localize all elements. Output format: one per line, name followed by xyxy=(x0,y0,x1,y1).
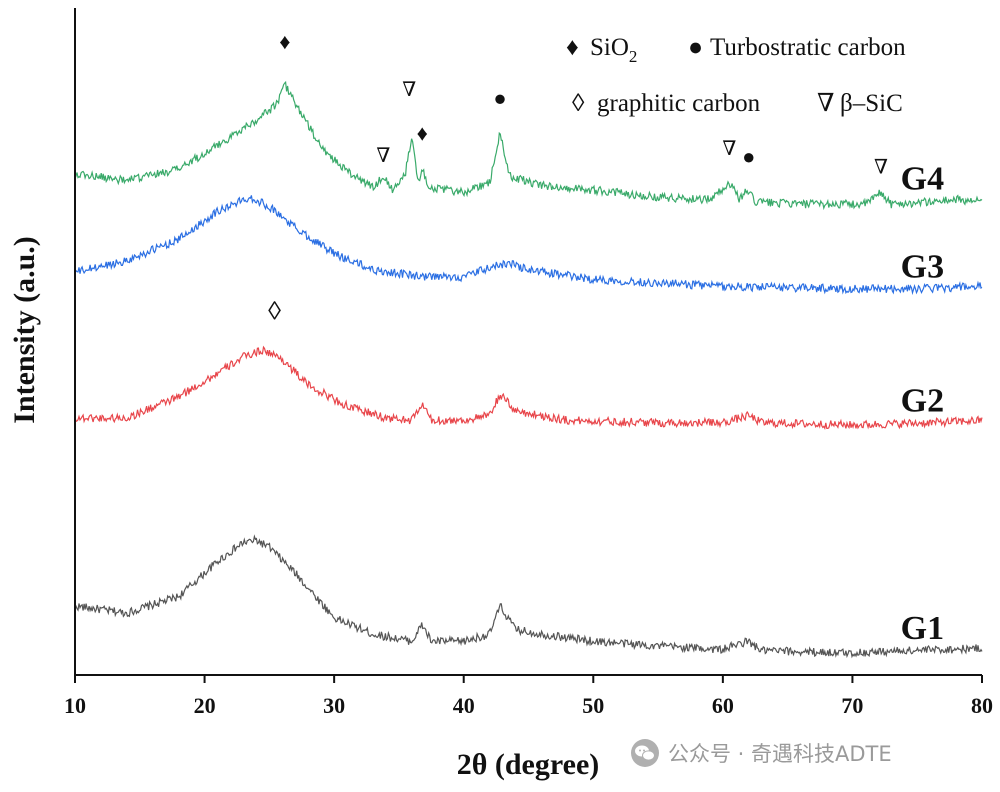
legend: ♦ SiO2 ● Turbostratic carbon ◊ graphitic… xyxy=(566,34,906,117)
x-ticks: 10 20 30 40 50 60 70 80 xyxy=(64,675,993,718)
x-tick-label-20: 20 xyxy=(194,693,216,718)
series-label-g4: G4 xyxy=(901,160,944,197)
legend-marker-sio2: ♦ xyxy=(566,34,579,61)
series-labels: G1 G2 G3 G4 xyxy=(901,160,944,647)
series-label-g2: G2 xyxy=(901,383,944,420)
legend-text-turbostratic: Turbostratic carbon xyxy=(710,34,906,61)
x-tick-label-50: 50 xyxy=(582,693,604,718)
x-tick-label-30: 30 xyxy=(323,693,345,718)
series-label-g3: G3 xyxy=(901,248,944,285)
x-axis-title: 2θ (degree) xyxy=(457,748,600,781)
legend-text-sio2: SiO2 xyxy=(590,34,637,66)
peak-marker-2: ∇ xyxy=(402,79,416,101)
legend-marker-graphitic: ◊ xyxy=(572,90,585,117)
legend-marker-turbostratic: ● xyxy=(688,34,703,61)
legend-text-sic: β–SiC xyxy=(840,90,903,117)
series-label-g1: G1 xyxy=(901,610,944,647)
series-line-g3 xyxy=(74,195,983,296)
legend-marker-sic: ∇ xyxy=(817,90,834,117)
x-tick-label-60: 60 xyxy=(712,693,734,718)
x-tick-label-80: 80 xyxy=(971,693,993,718)
plot-lines xyxy=(74,80,983,659)
peak-annotations: ♦∇∇♦●∇ ● ∇◊ xyxy=(268,29,888,325)
series-line-g1 xyxy=(74,534,983,659)
peak-marker-7: ∇ xyxy=(874,157,888,179)
legend-text-graphitic: graphitic carbon xyxy=(597,90,761,117)
series-line-g4 xyxy=(74,80,983,211)
x-tick-label-70: 70 xyxy=(841,693,863,718)
peak-marker-1: ∇ xyxy=(376,145,390,167)
y-axis-title: Intensity (a.u.) xyxy=(8,236,41,424)
x-tick-label-40: 40 xyxy=(453,693,475,718)
watermark-text: 公众号 · 奇遇科技ADTE xyxy=(668,742,892,766)
wechat-icon xyxy=(631,739,659,767)
peak-marker-8: ◊ xyxy=(268,296,281,325)
watermark: 公众号 · 奇遇科技ADTE xyxy=(630,736,892,770)
peak-marker-3: ♦ xyxy=(417,121,428,146)
peak-marker-6: ● xyxy=(742,144,755,169)
peak-marker-4: ● xyxy=(493,85,506,110)
series-line-g2 xyxy=(74,345,983,430)
peak-marker-5: ∇ xyxy=(722,138,736,160)
peak-marker-0: ♦ xyxy=(279,29,290,54)
x-tick-label-10: 10 xyxy=(64,693,86,718)
